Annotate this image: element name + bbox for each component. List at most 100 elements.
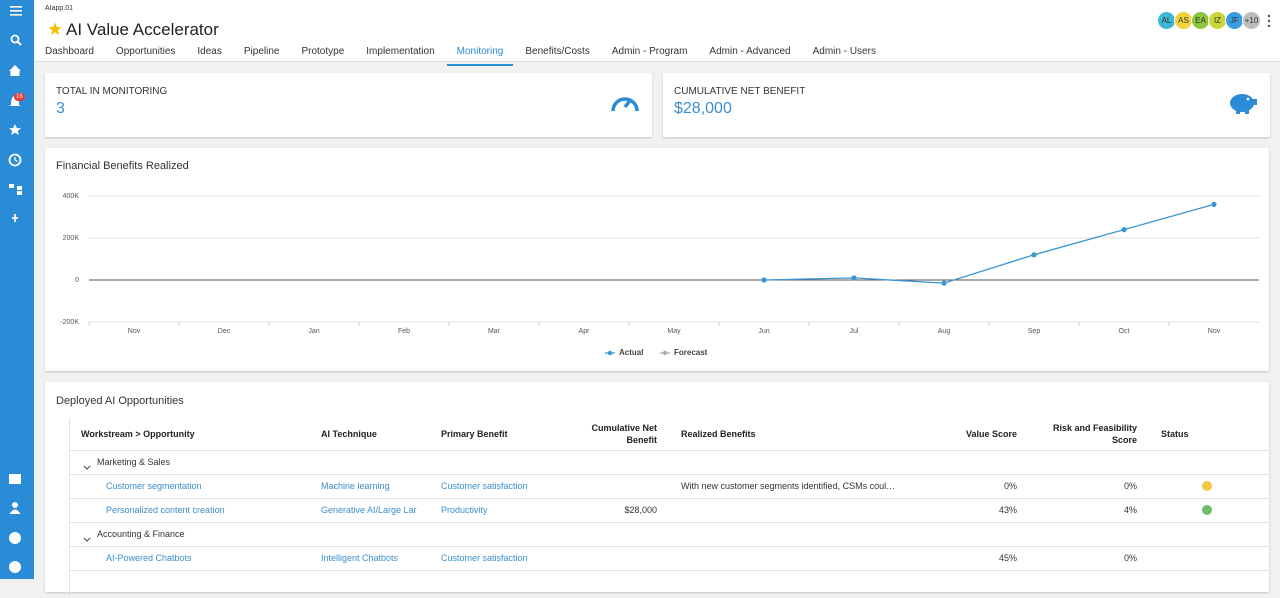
column-header: Value Score [965,429,1017,439]
chart-card: Financial Benefits Realized -200K 0 200K 40… [45,148,1269,371]
table-cell: 0% [1003,481,1017,491]
x-tick-label: Jul [850,328,859,335]
tab[interactable]: Pipeline [243,46,280,57]
series-line [763,203,1215,284]
row-divider [70,450,1269,451]
y-tick-label: -200K [60,319,79,326]
sidebar-icons [8,6,22,573]
tab[interactable]: Admin - Program [611,46,688,57]
legend-label: Actual [619,348,643,357]
data-point [1121,227,1127,233]
data-point [941,280,947,286]
x-tick-label: Jan [308,328,319,335]
tab[interactable]: Dashboard [45,46,94,57]
column-header: Realized Benefits [681,429,756,439]
avatar[interactable]: +10 [1242,11,1261,30]
legend-label: Forecast [674,348,708,357]
data-point [761,277,767,283]
tab[interactable]: Implementation [366,46,435,57]
header: AIapp.01 AI Value Accelerator AL AS EA IZ JF… [34,0,1280,62]
x-tick-label: May [667,328,681,335]
column-header: Risk and Feasibility Score [1052,423,1137,445]
table-cell[interactable]: Productivity [441,505,488,515]
chart: Financial Benefits Realized -200K 0 200K 40… [56,160,1259,357]
avatar-list: AL AS EA IZ JF +10 [1157,11,1261,30]
x-tick-label: Feb [398,328,410,335]
legend-marker [607,350,613,356]
x-tick-label: Aug [938,328,951,335]
table-cell: With new customer segments identified, C… [681,481,896,491]
table-card: Deployed AI Opportunities Workstream > O… [45,382,1269,598]
table-cell[interactable]: Intelligent Chatbots [321,553,399,563]
data-point [1211,201,1217,207]
row-divider [70,546,1269,547]
kpi-icon [610,89,640,120]
table-border [69,418,70,598]
status-dot [1202,505,1212,515]
app-title: AI Value Accelerator [66,20,219,39]
x-tick-label: Jun [758,328,769,335]
favorite-star[interactable] [48,22,62,36]
table-cell: 4% [1123,505,1137,515]
kpi-card: CUMULATIVE NET BENEFIT $28,000 [663,73,1270,137]
y-tick-label: 400K [63,193,80,200]
chart-title: Financial Benefits Realized [56,160,189,172]
table-cell[interactable]: Customer satisfaction [441,553,528,563]
y-tick-label: 0 [75,277,79,284]
tab[interactable]: Opportunities [115,46,176,57]
more-menu[interactable] [1265,14,1273,28]
table-cell: 45% [998,553,1017,563]
tab[interactable]: Admin - Advanced [709,46,791,57]
kpi-label: CUMULATIVE NET BENEFIT [674,86,806,97]
tab[interactable]: Ideas [197,46,222,57]
kpi-icon [1228,89,1258,120]
x-tick-label: Nov [128,328,141,335]
table-cell[interactable]: Personalized content creation [106,505,225,515]
y-tick-label: 200K [63,235,80,242]
x-tick-label: Sep [1028,328,1041,335]
x-tick-label: Oct [1119,328,1130,335]
kpi-value: 3 [56,100,65,117]
table-cell: 0% [1123,481,1137,491]
column-header: Primary Benefit [441,429,508,439]
data-point [1031,252,1037,258]
status-dot [1202,481,1212,491]
kpi-card: TOTAL IN MONITORING 3 [45,73,652,137]
tab[interactable]: Prototype [301,46,345,57]
table-cell[interactable]: Generative AI/Large Lar [321,505,417,515]
legend-marker [662,350,668,356]
table-cell: $28,000 [624,505,657,515]
row-divider [70,522,1269,523]
x-tick-label: Dec [218,328,231,335]
data-point [851,275,857,281]
tab[interactable]: Monitoring [446,46,514,66]
table-cell[interactable]: Customer satisfaction [441,481,528,491]
table-cell: 43% [998,505,1017,515]
notification-badge: 16 [14,93,25,101]
group-name: Marketing & Sales [97,457,171,467]
column-header: Workstream > Opportunity [81,429,195,439]
sidebar: 16 [0,0,34,579]
column-header: Cumulative Net Benefit [591,423,657,445]
column-header: Status [1161,429,1189,439]
tab[interactable]: Benefits/Costs [525,46,590,57]
group-toggle[interactable] [83,530,91,548]
x-tick-label: Nov [1208,328,1221,335]
table-cell[interactable]: AI-Powered Chatbots [106,553,192,563]
row-divider [70,498,1269,499]
tab[interactable]: Admin - Users [812,46,876,57]
table-title: Deployed AI Opportunities [56,395,184,407]
column-header: AI Technique [321,429,377,439]
table-cell[interactable]: Customer segmentation [106,481,202,491]
x-tick-label: Apr [579,328,591,335]
group-toggle[interactable] [83,458,91,476]
kpi-value: $28,000 [674,100,732,117]
row-divider [70,474,1269,475]
tab-bar: Dashboard Opportunities Ideas Pipeline Proto… [45,46,876,66]
group-name: Accounting & Finance [97,529,185,539]
app-code: AIapp.01 [45,5,74,12]
row-divider [70,570,1269,571]
table-cell[interactable]: Machine learning [321,481,390,491]
x-tick-label: Mar [488,328,501,335]
